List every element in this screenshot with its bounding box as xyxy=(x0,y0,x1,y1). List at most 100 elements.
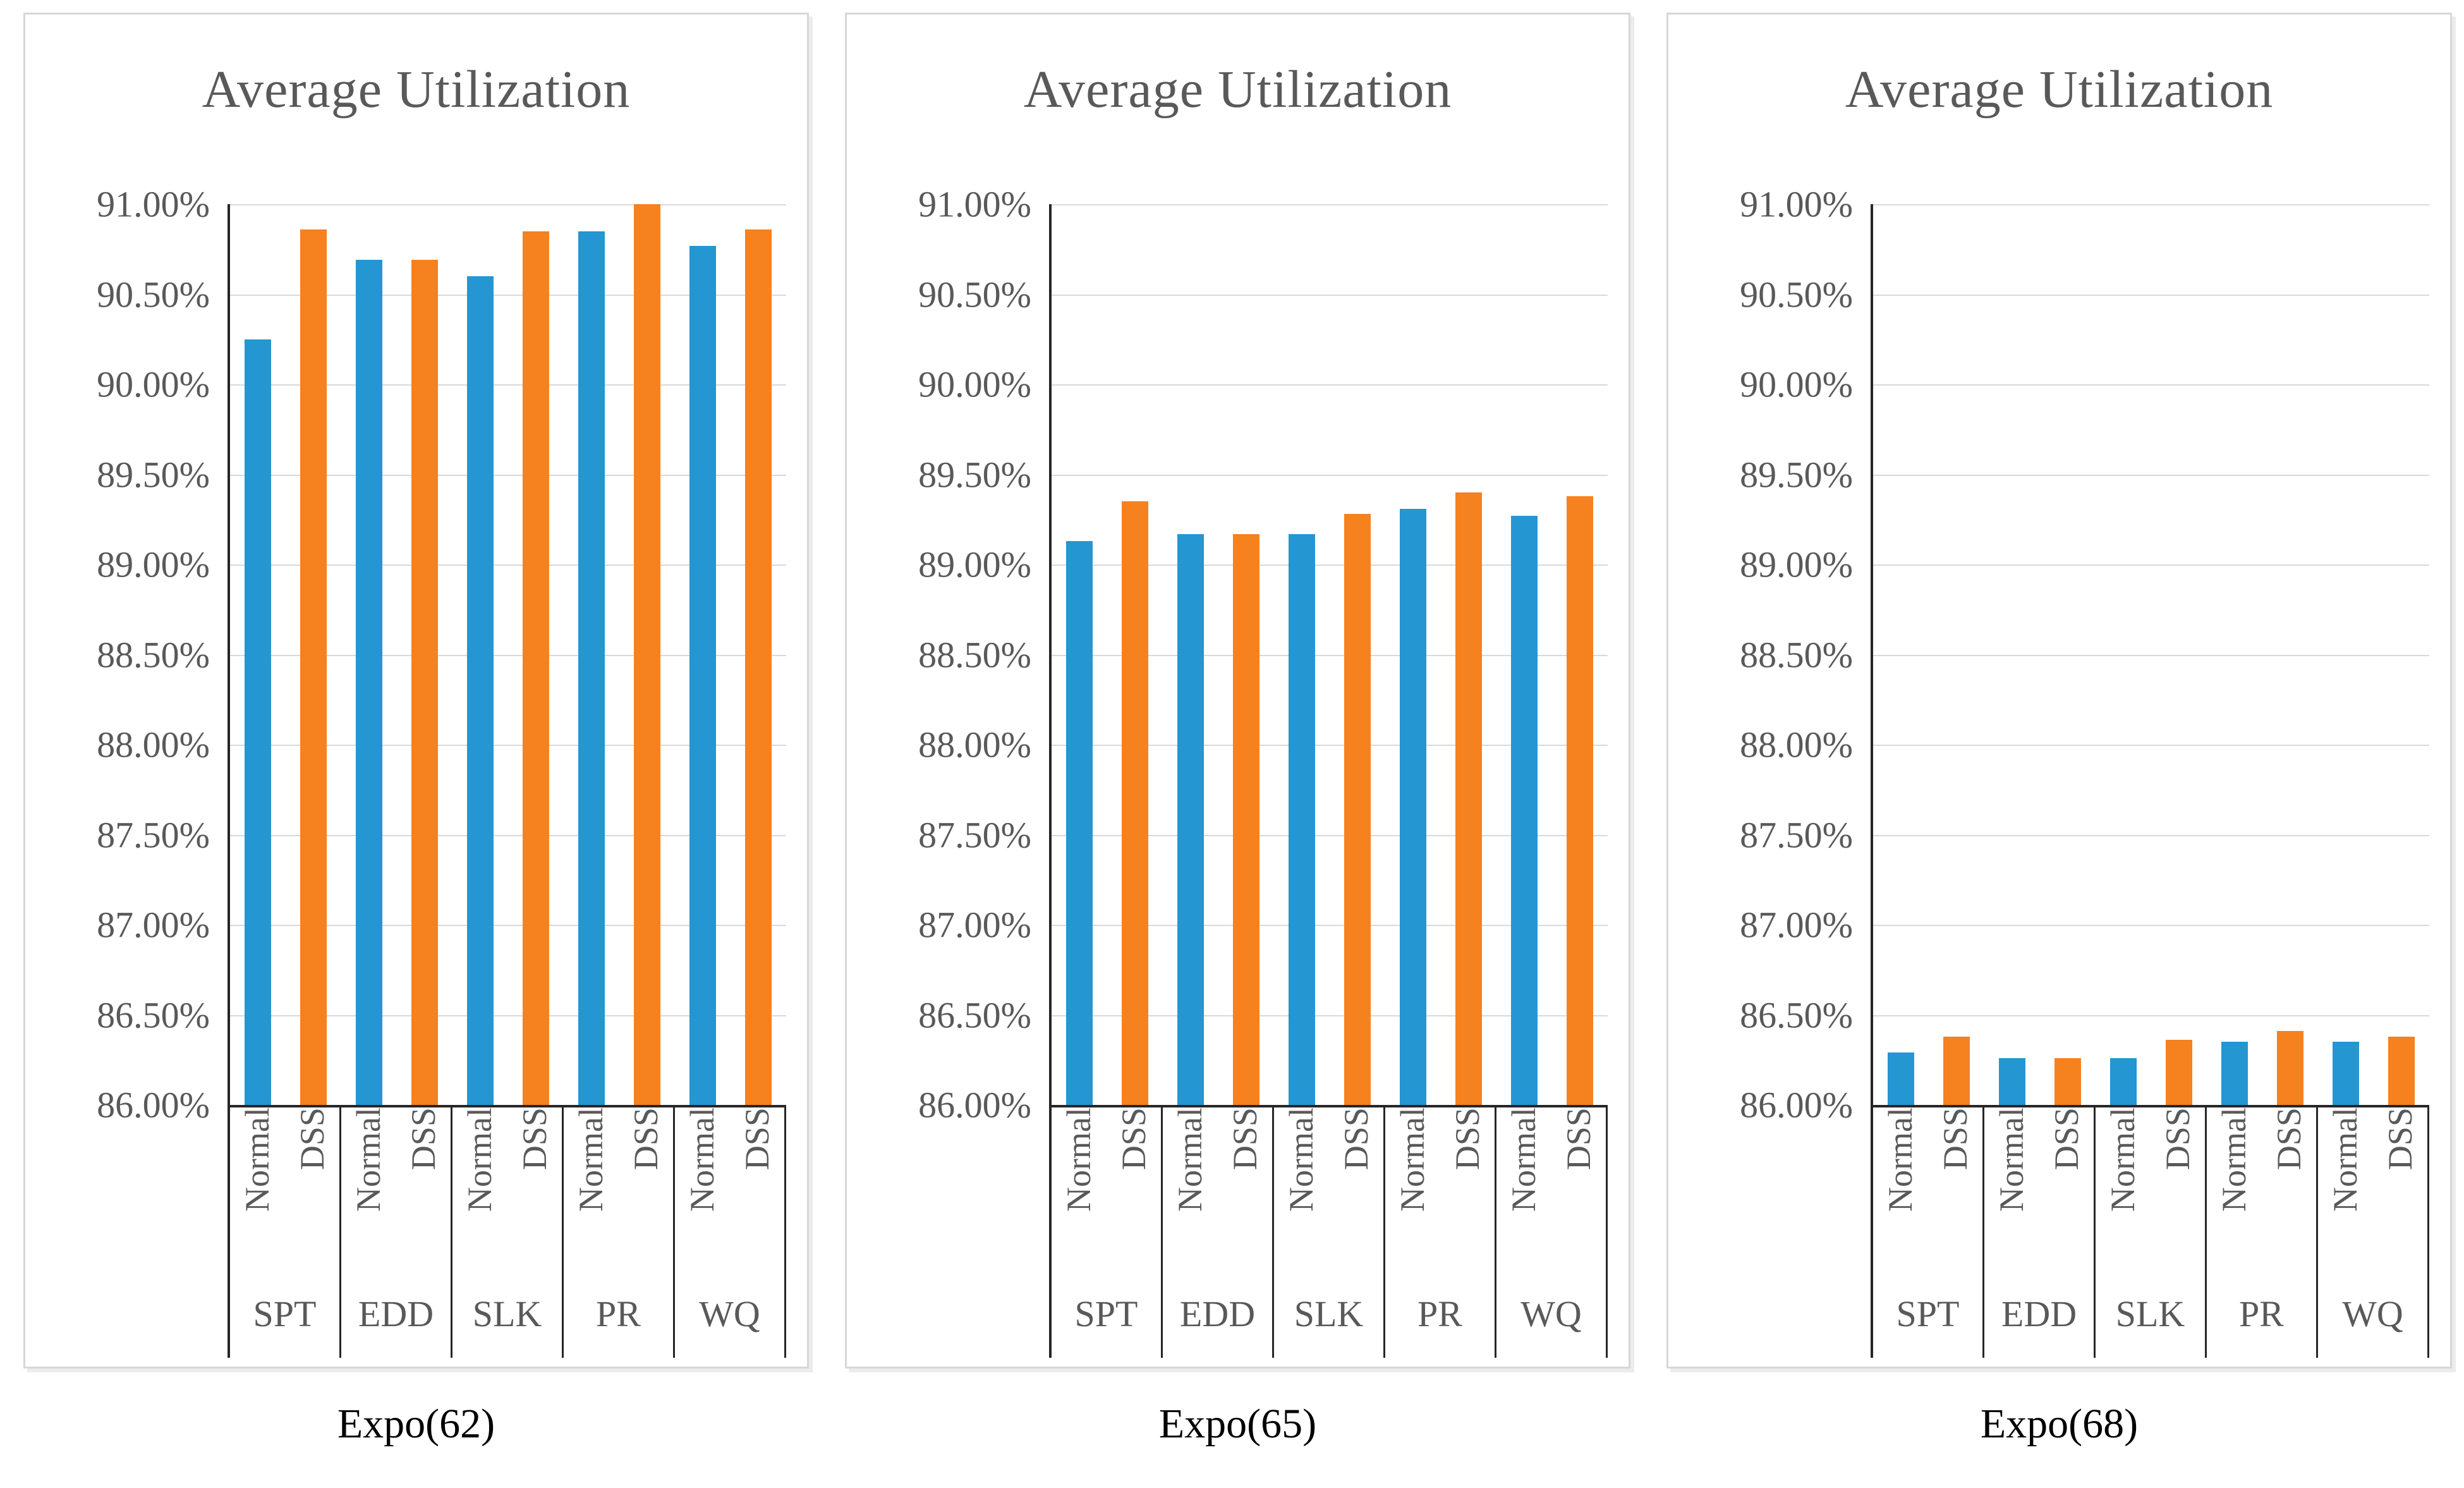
y-tick-label: 89.00% xyxy=(97,544,210,585)
series-label-cell: DSS xyxy=(2262,1107,2317,1269)
figure: Average Utilization 91.00% 90.50% 90.00% 89… xyxy=(23,13,2452,1369)
bar-wq-dss xyxy=(2388,1036,2415,1105)
bar-pr-normal xyxy=(1399,508,1427,1105)
series-label-normal: Normal xyxy=(1993,1107,2031,1212)
bar-cell xyxy=(1330,204,1385,1105)
bar-cell xyxy=(1441,204,1496,1105)
gridline xyxy=(1052,654,1608,656)
gridline xyxy=(1873,294,2429,296)
series-label-pair: Normal DSS xyxy=(1496,1107,1606,1269)
bar-pr-dss xyxy=(1455,492,1483,1105)
series-label-cell: DSS xyxy=(730,1107,785,1269)
bar-cell xyxy=(564,204,619,1105)
series-label-normal: Normal xyxy=(2104,1107,2142,1212)
plot-area xyxy=(228,204,786,1105)
category-group-pr: Normal DSS PR xyxy=(1383,1107,1495,1358)
chart-panel-expo68: Average Utilization 91.00% 90.50% 90.00% 89… xyxy=(1666,13,2452,1369)
series-label-dss: DSS xyxy=(2269,1107,2308,1171)
series-label-pair: Normal DSS xyxy=(1163,1107,1272,1269)
category-group-slk: Normal DSS SLK xyxy=(451,1107,562,1358)
bar-spt-dss xyxy=(300,229,327,1105)
bar-edd-dss xyxy=(1232,534,1260,1105)
series-label-normal: Normal xyxy=(572,1107,610,1212)
series-label-pair: Normal DSS xyxy=(1385,1107,1495,1269)
y-tick-label: 90.50% xyxy=(1740,274,1853,315)
y-tick-label: 88.00% xyxy=(97,724,210,765)
gridline xyxy=(1052,925,1608,926)
series-label-normal: Normal xyxy=(2326,1107,2365,1212)
gridline xyxy=(1052,834,1608,836)
bar-cell xyxy=(286,204,341,1105)
bar-cell xyxy=(508,204,564,1105)
category-axis: Normal DSS SPT Normal DSS EDD Normal DSS SLK Norm… xyxy=(1871,1105,2429,1358)
series-label-pair: Normal DSS xyxy=(230,1107,339,1269)
series-label-dss: DSS xyxy=(1559,1107,1598,1171)
bar-wq-normal xyxy=(2332,1042,2360,1105)
series-label-pair: Normal DSS xyxy=(675,1107,784,1269)
bar-cell xyxy=(619,204,675,1105)
series-label-cell: Normal xyxy=(1873,1107,1928,1269)
series-label-pair: Normal DSS xyxy=(2096,1107,2205,1269)
chart-title: Average Utilization xyxy=(1023,60,1452,119)
gridline xyxy=(230,654,786,656)
y-tick-label: 87.50% xyxy=(97,814,210,855)
y-tick-label: 87.00% xyxy=(97,904,210,946)
gridline xyxy=(1873,654,2429,656)
series-label-dss: DSS xyxy=(293,1107,331,1171)
series-label-cell: Normal xyxy=(2096,1107,2151,1269)
y-axis-tick-labels: 91.00% 90.50% 90.00% 89.50% 89.00% 88.50% 88.0… xyxy=(1668,184,1853,1126)
bar-pr-normal xyxy=(578,231,605,1105)
bar-cell xyxy=(2207,204,2262,1105)
bar-cell xyxy=(1218,204,1274,1105)
series-label-cell: DSS xyxy=(1218,1107,1273,1269)
series-label-cell: DSS xyxy=(2373,1107,2428,1269)
bar-cell xyxy=(1552,204,1608,1105)
bars xyxy=(230,204,786,1105)
category-label-slk: SLK xyxy=(2115,1293,2185,1334)
category-label-wq: WQ xyxy=(1520,1293,1582,1334)
category-group-edd: Normal DSS EDD xyxy=(339,1107,451,1358)
series-label-dss: DSS xyxy=(1337,1107,1375,1171)
gridline xyxy=(230,294,786,296)
series-label-dss: DSS xyxy=(626,1107,665,1171)
series-label-normal: Normal xyxy=(238,1107,277,1212)
y-tick-label: 86.00% xyxy=(1740,1084,1853,1126)
y-tick-label: 87.00% xyxy=(1740,904,1853,946)
chart-panel-expo62: Average Utilization 91.00% 90.50% 90.00% 89… xyxy=(23,13,809,1369)
bar-cell xyxy=(1929,204,1984,1105)
y-tick-label: 86.00% xyxy=(918,1084,1031,1126)
bar-cell xyxy=(1496,204,1552,1105)
gridline xyxy=(1873,925,2429,926)
gridline xyxy=(1873,474,2429,476)
chart-title: Average Utilization xyxy=(1845,60,2274,119)
bar-slk-dss xyxy=(1344,514,1371,1105)
bar-edd-normal xyxy=(1998,1058,2026,1105)
y-tick-label: 86.50% xyxy=(1740,994,1853,1035)
y-tick-label: 86.50% xyxy=(97,994,210,1035)
plot-area xyxy=(1871,204,2429,1105)
y-tick-label: 90.00% xyxy=(1740,363,1853,405)
category-group-spt: Normal DSS SPT xyxy=(228,1107,339,1358)
bar-cell xyxy=(230,204,286,1105)
y-tick-label: 90.00% xyxy=(97,363,210,405)
y-tick-label: 88.50% xyxy=(918,634,1031,675)
series-label-dss: DSS xyxy=(404,1107,442,1171)
gridline xyxy=(230,745,786,746)
gridline xyxy=(230,1015,786,1016)
series-label-dss: DSS xyxy=(737,1107,776,1171)
series-label-normal: Normal xyxy=(1881,1107,1920,1212)
bar-cell xyxy=(341,204,397,1105)
bar-cell xyxy=(2374,204,2429,1105)
category-label-wq: WQ xyxy=(2342,1293,2403,1334)
category-label-spt: SPT xyxy=(1896,1293,1960,1334)
series-label-cell: DSS xyxy=(1440,1107,1495,1269)
category-group-slk: Normal DSS SLK xyxy=(1272,1107,1383,1358)
category-label-edd: EDD xyxy=(358,1293,434,1334)
gridline xyxy=(1873,204,2429,205)
bar-spt-dss xyxy=(1943,1036,1970,1105)
category-label-pr: PR xyxy=(1417,1293,1462,1334)
series-label-dss: DSS xyxy=(1448,1107,1486,1171)
category-group-wq: Normal DSS WQ xyxy=(673,1107,786,1358)
series-label-dss: DSS xyxy=(2158,1107,2197,1171)
series-label-normal: Normal xyxy=(1171,1107,1210,1212)
